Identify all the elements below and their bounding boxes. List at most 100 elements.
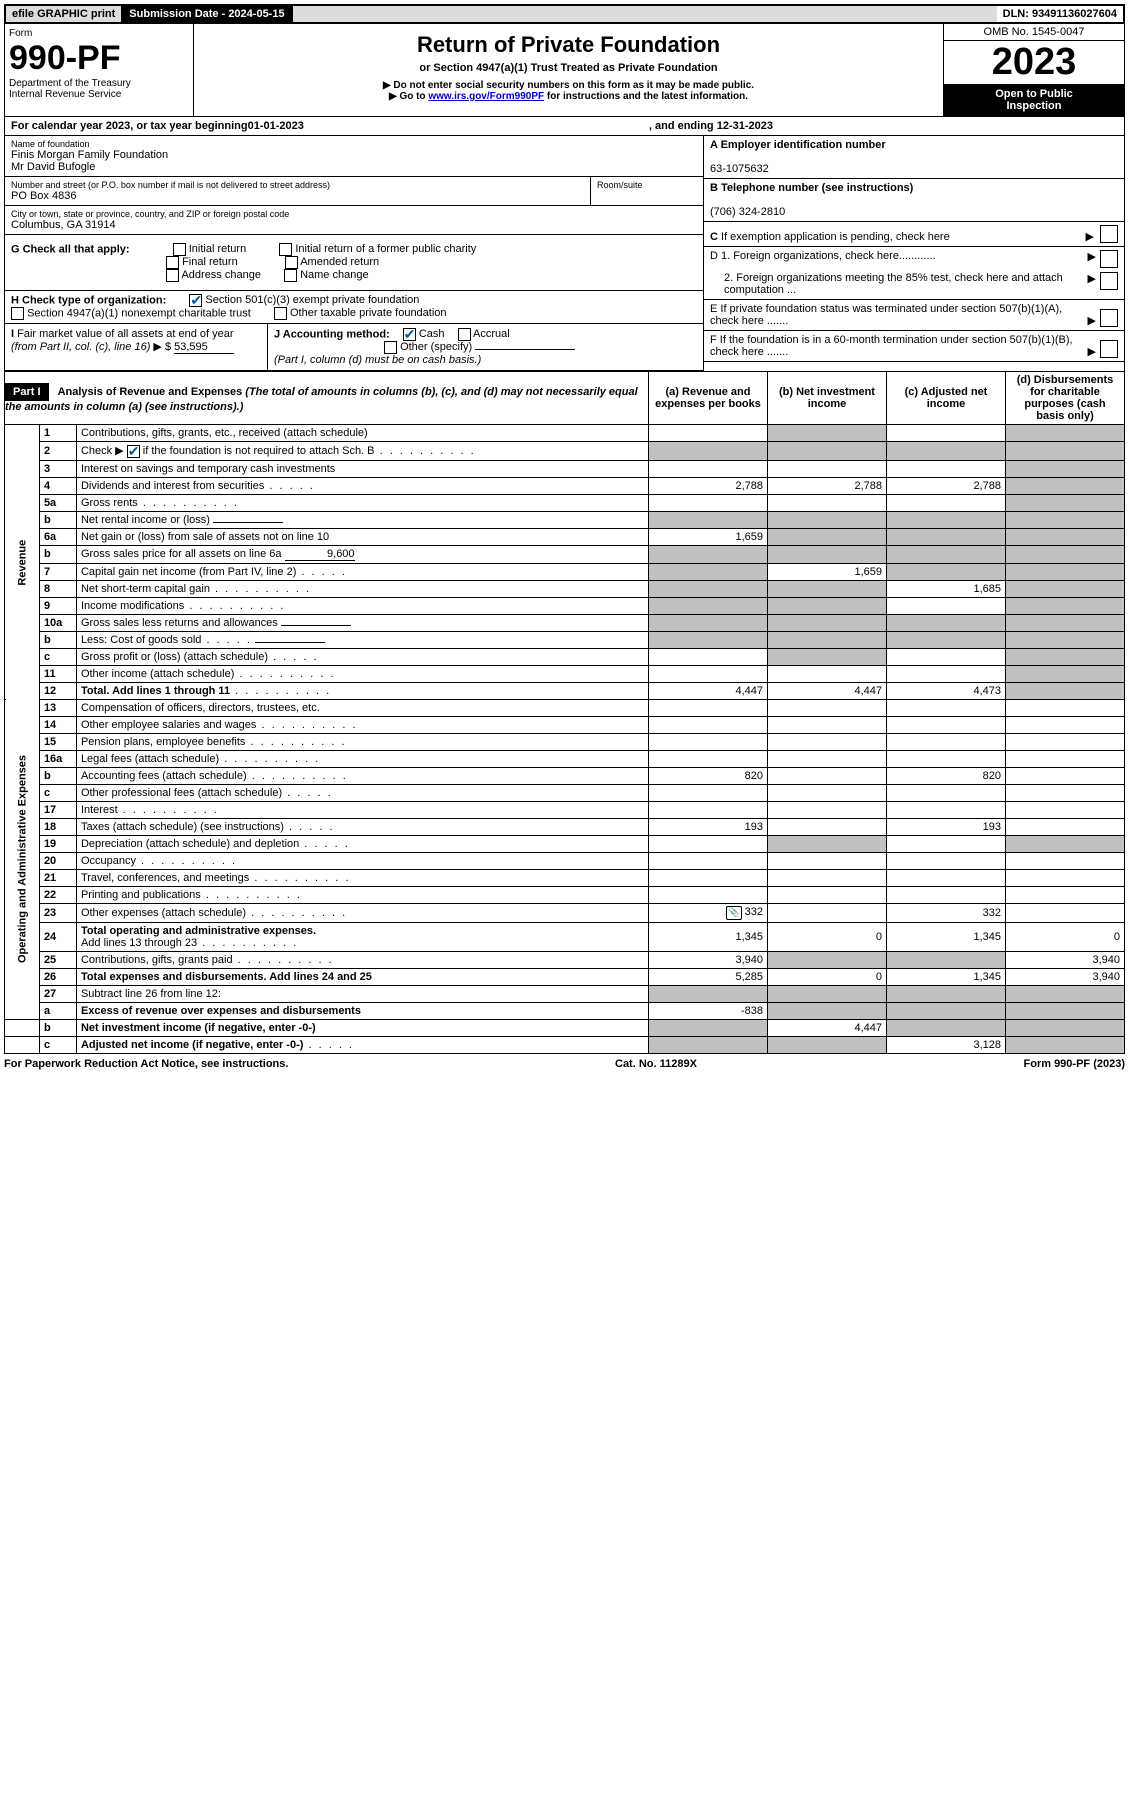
efile-label[interactable]: efile GRAPHIC print <box>6 6 123 22</box>
g-final-chk[interactable] <box>166 256 179 269</box>
h-other-chk[interactable] <box>274 307 287 320</box>
city-cell: City or town, state or province, country… <box>5 206 703 235</box>
g-initial-chk[interactable] <box>173 243 186 256</box>
g-addrchange-chk[interactable] <box>166 269 179 282</box>
g-addrchange: Address change <box>181 269 261 281</box>
c-checkbox[interactable] <box>1100 225 1118 243</box>
header-right: OMB No. 1545-0047 2023 Open to Public In… <box>944 24 1124 116</box>
j-cash-chk[interactable] <box>403 328 416 341</box>
row-6b: bGross sales price for all assets on lin… <box>5 545 1125 563</box>
lno-5b: b <box>39 511 76 528</box>
lno-27c: c <box>39 1036 76 1053</box>
row-15: 15Pension plans, employee benefits <box>5 733 1125 750</box>
a-label: A Employer identification number <box>710 139 886 151</box>
desc-24-txt: Total operating and administrative expen… <box>81 925 316 937</box>
input-10b[interactable] <box>255 642 325 643</box>
lno-3: 3 <box>39 460 76 477</box>
l27a-a: -838 <box>649 1002 768 1019</box>
g-amended-chk[interactable] <box>285 256 298 269</box>
g-namechange-chk[interactable] <box>284 269 297 282</box>
form-header: Form 990-PF Department of the Treasury I… <box>4 24 1125 117</box>
lno-11: 11 <box>39 665 76 682</box>
lno-6b: b <box>39 545 76 563</box>
lno-7: 7 <box>39 563 76 580</box>
h-4947-chk[interactable] <box>11 307 24 320</box>
cal-mid: , and ending 12-31-2023 <box>304 120 1118 132</box>
desc-7: Capital gain net income (from Part IV, l… <box>76 563 648 580</box>
l26-a: 5,285 <box>649 968 768 985</box>
attach-icon[interactable]: 📎 <box>726 906 742 920</box>
info-left: Name of foundation Finis Morgan Family F… <box>5 136 703 371</box>
row-25: 25Contributions, gifts, grants paid3,940… <box>5 951 1125 968</box>
g-initial: Initial return <box>189 243 246 255</box>
desc-16a-txt: Legal fees (attach schedule) <box>81 753 219 765</box>
desc-14: Other employee salaries and wages <box>76 716 648 733</box>
address-cell: Number and street (or P.O. box number if… <box>5 177 703 206</box>
dept-1: Department of the Treasury <box>9 78 189 89</box>
lno-12: 12 <box>39 682 76 699</box>
form-link[interactable]: www.irs.gov/Form990PF <box>428 91 544 102</box>
submission-date: Submission Date - 2024-05-15 <box>123 6 292 22</box>
row-10b: bLess: Cost of goods sold <box>5 631 1125 648</box>
lno-16c: c <box>39 784 76 801</box>
l8-c: 1,685 <box>887 580 1006 597</box>
e-checkbox[interactable] <box>1100 309 1118 327</box>
desc-23: Other expenses (attach schedule) <box>76 903 648 922</box>
h-501c3: Section 501(c)(3) exempt private foundat… <box>205 294 419 306</box>
j-accrual-chk[interactable] <box>458 328 471 341</box>
col-a-header: (a) Revenue and expenses per books <box>649 372 768 425</box>
lno-10c: c <box>39 648 76 665</box>
schb-checkbox[interactable] <box>127 445 140 458</box>
l7-b: 1,659 <box>768 563 887 580</box>
desc-14-txt: Other employee salaries and wages <box>81 719 256 731</box>
part1-header: Part I <box>5 383 49 401</box>
footer-left: For Paperwork Reduction Act Notice, see … <box>4 1058 288 1070</box>
d2-label: 2. Foreign organizations meeting the 85%… <box>710 272 1088 296</box>
desc-20-txt: Occupancy <box>81 855 136 867</box>
expenses-label: Operating and Administrative Expenses <box>5 699 40 1019</box>
row-12: 12Total. Add lines 1 through 114,4474,44… <box>5 682 1125 699</box>
desc-22-txt: Printing and publications <box>81 889 201 901</box>
lno-24: 24 <box>39 922 76 951</box>
revenue-label: Revenue <box>5 425 40 700</box>
h-label: H Check type of organization: <box>11 294 166 306</box>
open-public-2: Inspection <box>1006 100 1061 112</box>
desc-10b-txt: Less: Cost of goods sold <box>81 634 201 646</box>
lno-27b: b <box>39 1019 76 1036</box>
j-other: Other (specify) <box>400 341 472 353</box>
input-10a[interactable] <box>281 625 351 626</box>
l12-b: 4,447 <box>768 682 887 699</box>
row-22: 22Printing and publications <box>5 886 1125 903</box>
l4-c: 2,788 <box>887 477 1006 494</box>
desc-23-txt: Other expenses (attach schedule) <box>81 907 246 919</box>
desc-21-txt: Travel, conferences, and meetings <box>81 872 249 884</box>
desc-21: Travel, conferences, and meetings <box>76 869 648 886</box>
lno-1: 1 <box>39 425 76 442</box>
j-other-chk[interactable] <box>384 341 397 354</box>
g-initial-former-chk[interactable] <box>279 243 292 256</box>
desc-24-txt2: Add lines 13 through 23 <box>81 937 197 949</box>
lno-5a: 5a <box>39 494 76 511</box>
g-amended: Amended return <box>300 256 379 268</box>
calendar-year-row: For calendar year 2023, or tax year begi… <box>4 117 1125 136</box>
row-27b: bNet investment income (if negative, ent… <box>5 1019 1125 1036</box>
l18-c: 193 <box>887 818 1006 835</box>
d2-checkbox[interactable] <box>1100 272 1118 290</box>
j-other-input[interactable] <box>475 349 575 350</box>
desc-26-txt: Total expenses and disbursements. Add li… <box>81 971 372 983</box>
note-2-post: for instructions and the latest informat… <box>544 91 748 102</box>
desc-20: Occupancy <box>76 852 648 869</box>
l18-a: 193 <box>649 818 768 835</box>
header-mid: Return of Private Foundation or Section … <box>194 24 944 116</box>
lno-18: 18 <box>39 818 76 835</box>
desc-22: Printing and publications <box>76 886 648 903</box>
f-checkbox[interactable] <box>1100 340 1118 358</box>
desc-11: Other income (attach schedule) <box>76 665 648 682</box>
input-5b[interactable] <box>213 522 283 523</box>
h-501c3-chk[interactable] <box>189 294 202 307</box>
desc-6b: Gross sales price for all assets on line… <box>76 545 648 563</box>
desc-7-txt: Capital gain net income (from Part IV, l… <box>81 566 296 578</box>
d1-checkbox[interactable] <box>1100 250 1118 268</box>
row-4: 4Dividends and interest from securities2… <box>5 477 1125 494</box>
note-2-pre: ▶ Go to <box>389 91 428 102</box>
